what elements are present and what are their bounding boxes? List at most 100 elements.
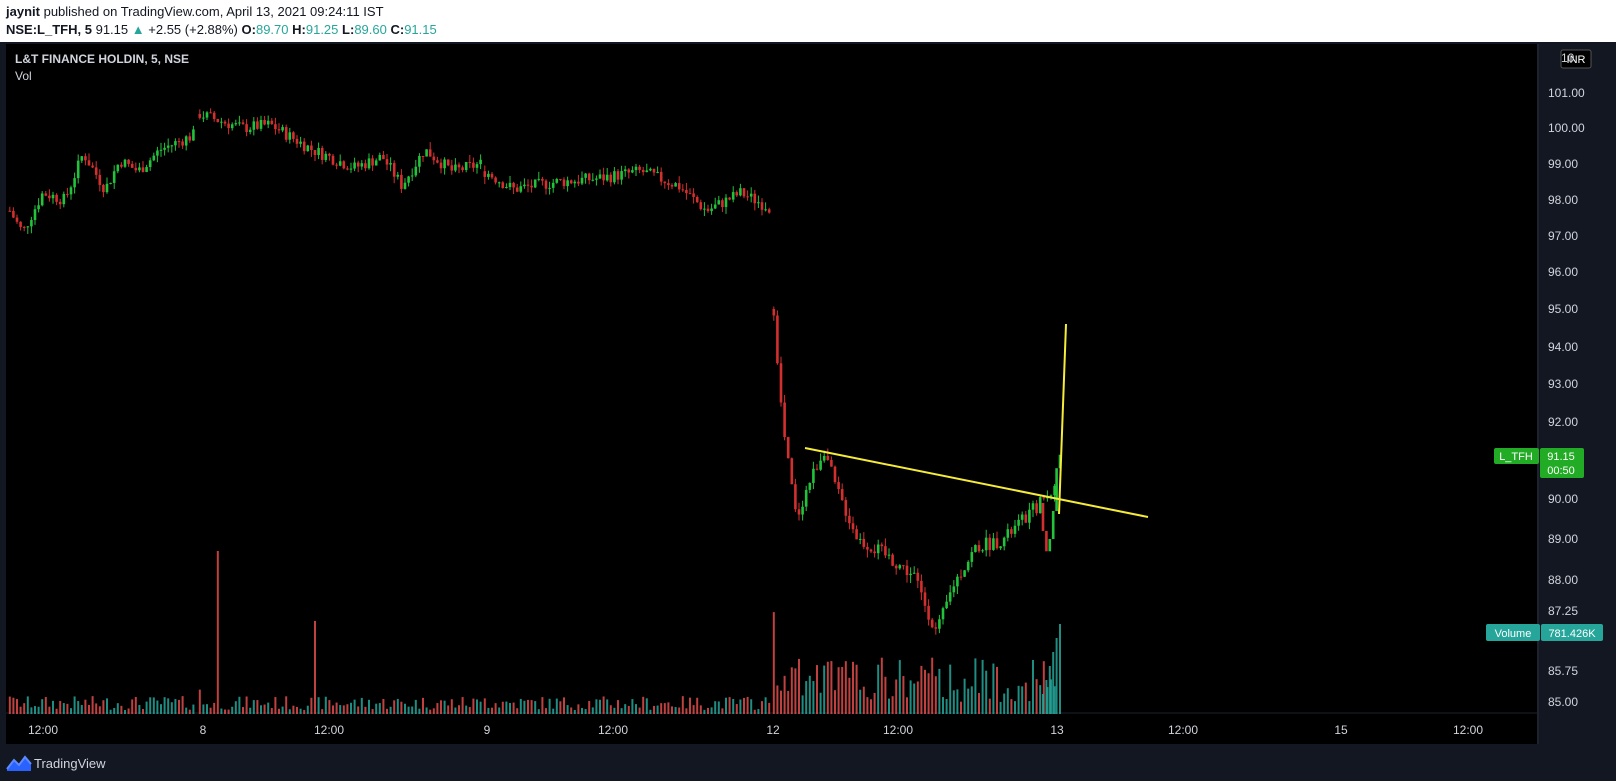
volume-bar xyxy=(113,707,116,714)
volume-bar xyxy=(913,683,916,714)
volume-bar xyxy=(138,704,141,714)
volume-bar xyxy=(805,681,808,714)
candle-body xyxy=(490,173,494,178)
candle-body xyxy=(364,163,367,169)
volume-bar xyxy=(819,692,822,714)
time-tick-4: 12:00 xyxy=(598,723,628,737)
candle-body xyxy=(263,119,266,125)
volume-bar xyxy=(707,707,709,714)
volume-bar xyxy=(465,705,468,714)
trendline[interactable] xyxy=(804,447,1149,518)
volume-bar xyxy=(501,701,504,714)
candle-body xyxy=(15,217,19,222)
volume-bar xyxy=(52,700,54,714)
candle-body xyxy=(652,168,656,173)
candle-body xyxy=(44,193,48,196)
candle-body xyxy=(1017,519,1020,526)
candle-body xyxy=(706,208,710,212)
bar-countdown: 00:50 xyxy=(1547,465,1575,477)
volume-bar xyxy=(386,708,388,714)
candle-body xyxy=(220,121,223,123)
candle-body xyxy=(692,193,695,197)
volume-bar xyxy=(19,706,22,714)
low-value: 89.60 xyxy=(354,22,387,37)
symbol-name: NSE:L_TFH, 5 xyxy=(6,22,92,37)
volume-bar xyxy=(317,697,320,714)
candle-body xyxy=(1035,503,1038,514)
volume-bar xyxy=(988,698,991,714)
symbol-price-tag-label: L_TFH xyxy=(1499,451,1533,463)
candle-body xyxy=(8,210,12,212)
candle-body xyxy=(641,169,645,173)
volume-bar xyxy=(1045,680,1048,714)
volume-bar xyxy=(866,697,869,714)
volume-bar xyxy=(163,697,166,714)
volume-bar xyxy=(830,661,833,714)
candle-body xyxy=(916,572,920,581)
volume-bar xyxy=(145,701,148,714)
candle-body xyxy=(432,156,436,161)
volume-bar xyxy=(224,709,226,714)
candle-body xyxy=(537,178,541,180)
time-tick-10: 12:00 xyxy=(1453,723,1483,737)
currency-badge[interactable] xyxy=(1560,49,1592,69)
volume-bar xyxy=(142,709,144,714)
candle-body xyxy=(382,154,385,160)
candle-body xyxy=(544,180,548,189)
candle-body xyxy=(313,150,317,156)
footer: TradingView xyxy=(0,746,1616,781)
breakout-line[interactable] xyxy=(1058,323,1067,515)
open-value: 89.70 xyxy=(255,22,289,37)
volume-bar xyxy=(152,697,155,714)
volume-bar xyxy=(609,705,612,714)
volume-bar xyxy=(970,686,973,714)
time-tick-2: 12:00 xyxy=(314,723,344,737)
candle-body xyxy=(371,158,374,166)
candle-body xyxy=(884,546,887,556)
chart-legend-title[interactable]: L&T FINANCE HOLDIN, 5, NSE xyxy=(15,52,190,66)
candle-body xyxy=(19,221,22,227)
candle-body xyxy=(512,182,515,188)
candle-body xyxy=(331,155,335,165)
volume-bar xyxy=(375,703,378,714)
candle-body xyxy=(721,200,724,208)
candle-body xyxy=(1020,514,1024,520)
candle-body xyxy=(378,154,382,161)
volume-bar xyxy=(1028,701,1031,714)
volume-bar xyxy=(472,698,475,714)
publish-info: jaynit published on TradingView.com, Apr… xyxy=(6,4,384,19)
candle-body xyxy=(909,573,912,576)
tradingview-logo-icon xyxy=(6,755,32,771)
candle-body xyxy=(948,592,952,602)
volume-bar xyxy=(418,708,421,714)
volume-bar xyxy=(906,697,908,714)
candle-body xyxy=(541,178,544,181)
volume-bar xyxy=(656,705,659,714)
volume-bar xyxy=(703,709,706,714)
candle-body xyxy=(116,164,120,172)
candle-body xyxy=(605,174,609,181)
volume-bar xyxy=(88,704,90,714)
volume-bar xyxy=(602,696,605,714)
candle-body xyxy=(848,515,851,524)
volume-bar xyxy=(476,699,478,714)
volume-bar xyxy=(498,707,501,714)
candle-body xyxy=(468,162,472,164)
candle-body xyxy=(159,149,163,151)
candle-body xyxy=(837,482,840,490)
candle-body xyxy=(573,181,577,184)
volume-bar xyxy=(902,676,905,714)
candle-body xyxy=(141,167,145,172)
volume-bar xyxy=(1039,685,1042,714)
candle-body xyxy=(450,165,454,171)
volume-bar xyxy=(357,706,360,714)
volume-legend[interactable]: Vol xyxy=(15,69,32,83)
volume-bar xyxy=(120,705,123,714)
author-name[interactable]: jaynit xyxy=(6,4,40,19)
candle-body xyxy=(374,160,378,166)
volume-bar xyxy=(206,704,208,714)
footer-brand[interactable]: TradingView xyxy=(34,756,106,771)
candle-body xyxy=(566,180,569,187)
volume-bar xyxy=(931,657,934,714)
